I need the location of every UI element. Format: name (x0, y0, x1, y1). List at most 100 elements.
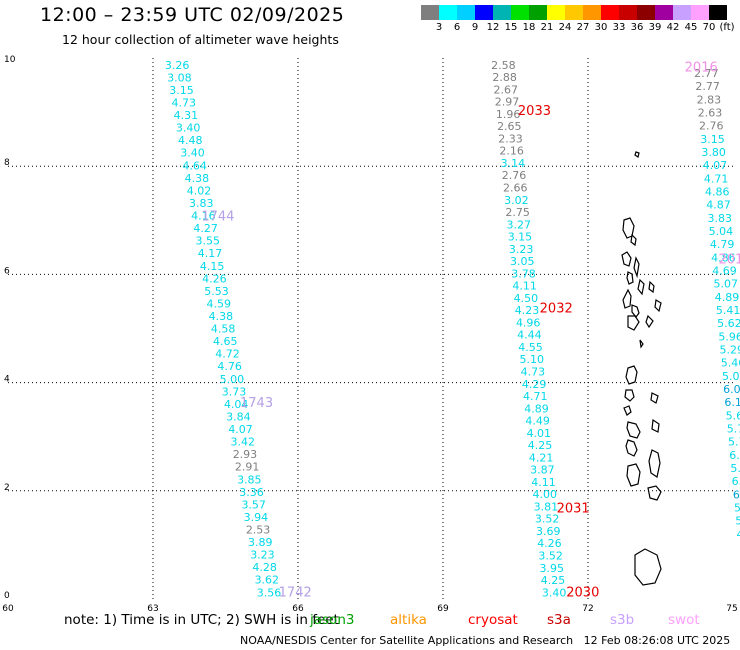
wave-height-label: 4.71 (704, 172, 729, 185)
wave-height-label: 3.36 (239, 486, 264, 499)
wave-height-label: 4.96 (516, 316, 541, 329)
legend-swatch (619, 5, 637, 20)
wave-height-label: 2.16 (499, 145, 524, 158)
pass-time-label: 1743 (240, 396, 273, 411)
map-subtitle: 12 hour collection of altimeter wave hei… (62, 32, 339, 47)
wave-height-label: 4.23 (515, 304, 540, 317)
island (630, 233, 637, 247)
note-text: note: 1) Time is in UTC; 2) SWH is in fe… (64, 612, 339, 628)
wave-height-label: 4.04 (224, 398, 249, 411)
wave-height-label: 5.29 (720, 343, 740, 356)
wave-height-label: 3.57 (241, 498, 266, 511)
wave-height-label: 3.73 (222, 385, 247, 398)
wave-height-label: 4.89 (524, 402, 549, 415)
wave-height-label: 3.80 (701, 146, 726, 159)
wave-height-label: 2.76 (502, 169, 527, 182)
wave-height-label: 2.66 (503, 181, 528, 194)
wave-height-label: 3.87 (530, 464, 555, 477)
map-title: 12:00 – 23:59 UTC 02/09/2025 (40, 4, 345, 26)
y-tick-label: 6 (4, 266, 10, 276)
pass-time-label: 2032 (540, 301, 573, 316)
pass-time-label: 2031 (557, 501, 590, 516)
wave-height-label: 3.78 (511, 267, 536, 280)
legend-swatch (637, 5, 655, 20)
wave-height-label: 5.46 (721, 357, 740, 370)
wave-height-label: 3.62 (255, 574, 280, 587)
island (650, 392, 659, 404)
legend-swatch (655, 5, 673, 20)
legend-label: 33 (612, 22, 626, 33)
wave-height-label: 4.73 (171, 96, 196, 109)
wave-height-label: 3.52 (535, 513, 560, 526)
wave-height-label: 1.96 (496, 108, 521, 121)
wave-height-label: 4.72 (215, 348, 240, 361)
island (627, 315, 640, 331)
wave-height-label: 4.17 (198, 247, 223, 260)
wave-height-label: 2.53 (246, 524, 271, 537)
x-tick-label: 66 (292, 604, 304, 614)
wave-height-label: 5.77 (730, 462, 740, 475)
wave-height-label: 4.27 (193, 222, 218, 235)
wave-height-label: 5.96 (718, 330, 740, 343)
wave-height-label: 3.27 (507, 218, 532, 231)
island (654, 299, 662, 313)
wave-height-label: 3.56 (257, 586, 282, 599)
wave-height-label: 6.00 (732, 475, 740, 488)
wave-height-label: 2.75 (505, 206, 530, 219)
satellite-name-s3a: s3a (547, 612, 571, 628)
wave-height-label: 4.29 (522, 378, 547, 391)
x-tick-label: 60 (2, 604, 14, 614)
island (624, 389, 635, 402)
satellite-name-s3b: s3b (610, 612, 635, 628)
wave-height-label: 4.38 (209, 310, 234, 323)
pass-time-label: 201 (719, 253, 740, 268)
island (648, 449, 661, 478)
legend-swatch (529, 5, 547, 20)
pass-time-label: 1744 (201, 209, 234, 224)
wave-height-label: 4.25 (528, 439, 553, 452)
x-tick-label: 75 (726, 604, 737, 614)
legend-swatch (475, 5, 493, 20)
y-tick-label: 4 (4, 375, 10, 385)
wave-height-label: 4.86 (705, 185, 730, 198)
wave-height-label: 3.81 (534, 500, 559, 513)
wave-height-label: 4.73 (521, 365, 546, 378)
wave-height-label: 5.41 (716, 304, 740, 317)
pass-time-label: 1742 (279, 585, 312, 600)
wave-height-label: 5.62 (717, 317, 740, 330)
footer: NOAA/NESDIS Center for Satellite Applica… (240, 634, 730, 647)
island (626, 421, 641, 439)
legend-swatch (673, 5, 691, 20)
wave-height-label: 3.83 (189, 197, 214, 210)
wave-height-label: 4.07 (228, 423, 253, 436)
footer-timestamp: 12 Feb 08:26:08 UTC 2025 (583, 634, 731, 647)
wave-height-label: 4.87 (706, 199, 731, 212)
wave-height-label: 4.15 (200, 260, 225, 273)
island (622, 288, 632, 309)
wave-height-label: 4.58 (211, 323, 236, 336)
wave-height-label: 2.93 (233, 448, 258, 461)
y-tick-label: 8 (4, 158, 10, 168)
wave-height-label: 3.15 (169, 84, 194, 97)
legend-label: 45 (684, 22, 698, 33)
wave-height-label: 2.83 (697, 93, 722, 106)
wave-height-label: 3.55 (196, 235, 221, 248)
wave-height-label: 2.77 (694, 67, 719, 80)
wave-height-label: 5.10 (519, 353, 544, 366)
legend-label: 21 (540, 22, 554, 33)
wave-height-label: 5.07 (714, 278, 739, 291)
y-tick-label: 0 (4, 591, 10, 601)
island (626, 463, 641, 487)
pass-time-label: 2016 (685, 61, 718, 76)
wave-height-label: 5.53 (204, 285, 229, 298)
wave-height-label: 4.26 (202, 272, 227, 285)
wave-height-label: 4.59 (206, 297, 231, 310)
legend-label: 12 (486, 22, 500, 33)
legend-label: 24 (558, 22, 572, 33)
wave-height-label: 4.11 (531, 476, 556, 489)
legend-label: 6 (453, 22, 461, 33)
legend-swatch (493, 5, 511, 20)
wave-height-label: 3.89 (248, 536, 273, 549)
island (625, 365, 638, 385)
